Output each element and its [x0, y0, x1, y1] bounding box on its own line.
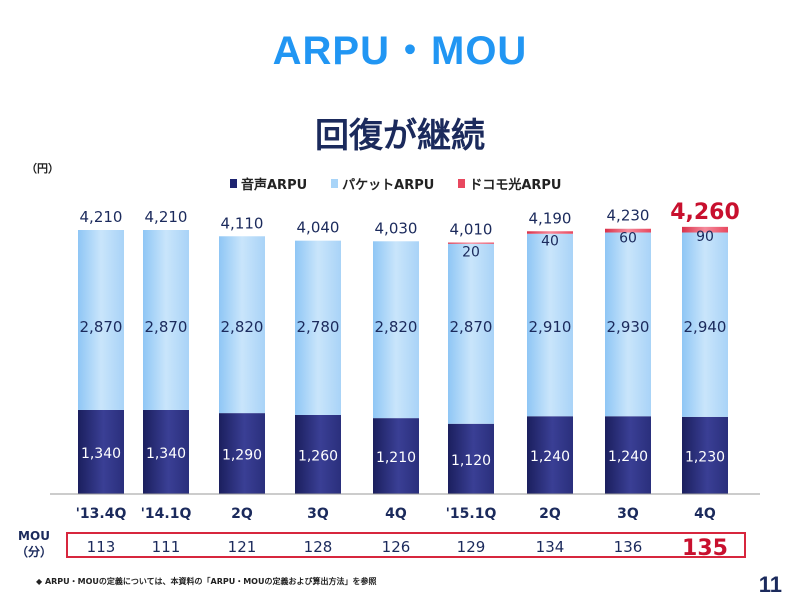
- legend-item-packet: パケットARPU: [331, 174, 434, 193]
- legend-label-hikari: ドコモ光ARPU: [469, 177, 562, 193]
- bar-voice-8: [682, 416, 728, 494]
- bar-packet-8: [682, 232, 728, 417]
- mou-value-6: 134: [536, 538, 565, 556]
- total-label-1: 4,210: [145, 208, 188, 226]
- x-tick-label-3: 3Q: [307, 506, 329, 522]
- legend-item-hikari: ドコモ光ARPU: [458, 174, 561, 193]
- x-tick-label-6: 2Q: [539, 506, 561, 522]
- total-label-3: 4,040: [297, 219, 340, 237]
- bar-voice-0: [78, 409, 124, 494]
- bar-packet-4: [373, 241, 419, 419]
- label-voice-5: 1,120: [451, 453, 491, 469]
- footnote: ◆ ARPU・MOUの定義については、本資料の「ARPU・MOUの定義および算出…: [36, 577, 377, 586]
- label-packet-1: 2,870: [145, 318, 188, 336]
- mou-value-4: 126: [382, 538, 411, 556]
- x-tick-label-8: 4Q: [694, 506, 716, 522]
- legend-swatch-voice: [230, 178, 237, 188]
- label-voice-1: 1,340: [146, 446, 186, 462]
- bars-group: 1,340 2,870 4,210 1,340 2,870 4,210 1,290 2,820…: [78, 200, 740, 494]
- chart-legend: 音声ARPU パケットARPU ドコモ光ARPU: [230, 174, 585, 193]
- legend-swatch-packet: [331, 178, 339, 188]
- mou-value-0: 113: [87, 538, 116, 556]
- total-label-0: 4,210: [80, 208, 123, 226]
- label-voice-3: 1,260: [298, 448, 338, 464]
- total-label-6: 4,190: [529, 209, 572, 227]
- mou-row-box: [66, 532, 746, 558]
- x-tick-label-5: '15.1Q: [446, 506, 497, 522]
- bar-packet-0: [78, 230, 124, 410]
- bar-packet-6: [527, 233, 573, 417]
- bar-voice-3: [295, 414, 341, 494]
- total-label-2: 4,110: [221, 214, 264, 232]
- total-label-7: 4,230: [607, 207, 650, 225]
- bar-hikari-5: [448, 242, 494, 244]
- label-voice-0: 1,340: [81, 446, 121, 462]
- legend-label-packet: パケットARPU: [342, 177, 435, 193]
- label-hikari-5: 20: [462, 245, 480, 261]
- bar-voice-1: [143, 409, 189, 494]
- page-title: ARPU・MOU: [272, 29, 528, 73]
- label-voice-2: 1,290: [222, 448, 262, 464]
- bar-packet-1: [143, 230, 189, 410]
- bar-packet-3: [295, 240, 341, 415]
- bar-hikari-6: [527, 231, 573, 234]
- x-tick-labels: '13.4Q '14.1Q 2Q 3Q 4Q '15.1Q 2Q 3Q 4Q: [76, 506, 716, 522]
- total-label-4: 4,030: [375, 219, 418, 237]
- mou-value-2: 121: [228, 538, 257, 556]
- bar-hikari-7: [605, 228, 651, 233]
- mou-value-3: 128: [304, 538, 333, 556]
- mou-value-7: 136: [614, 538, 643, 556]
- x-tick-label-2: 2Q: [231, 506, 253, 522]
- bar-packet-2: [219, 236, 265, 414]
- legend-swatch-hikari: [458, 178, 466, 188]
- label-voice-4: 1,210: [376, 450, 416, 466]
- bar-packet-5: [448, 243, 494, 424]
- label-packet-7: 2,930: [607, 318, 650, 336]
- page-subtitle: 回復が継続: [315, 116, 485, 156]
- label-packet-0: 2,870: [80, 318, 123, 336]
- bar-voice-6: [527, 416, 573, 494]
- total-label-8: 4,260: [670, 200, 740, 225]
- label-packet-2: 2,820: [221, 318, 264, 336]
- page-number: 11: [758, 572, 782, 597]
- mou-value-1: 111: [152, 538, 181, 556]
- bar-packet-7: [605, 232, 651, 417]
- bar-voice-2: [219, 413, 265, 494]
- total-label-5: 4,010: [450, 221, 493, 239]
- label-voice-6: 1,240: [530, 449, 570, 465]
- label-voice-8: 1,230: [685, 449, 725, 465]
- mou-label: MOU （分）: [14, 528, 54, 560]
- x-tick-label-0: '13.4Q: [76, 506, 127, 522]
- label-hikari-7: 60: [619, 231, 637, 247]
- label-packet-5: 2,870: [450, 318, 493, 336]
- label-packet-4: 2,820: [375, 318, 418, 336]
- mou-label-unit: （分）: [15, 545, 52, 559]
- x-tick-label-7: 3Q: [617, 506, 639, 522]
- label-packet-6: 2,910: [529, 318, 572, 336]
- mou-label-title: MOU: [18, 529, 50, 543]
- bar-voice-7: [605, 416, 651, 494]
- label-packet-8: 2,940: [684, 318, 727, 336]
- bar-voice-5: [448, 423, 494, 494]
- label-hikari-8: 90: [696, 229, 714, 245]
- x-tick-label-1: '14.1Q: [141, 506, 192, 522]
- legend-item-voice: 音声ARPU: [230, 174, 307, 193]
- y-unit-label: （円）: [26, 162, 59, 175]
- bar-voice-4: [373, 418, 419, 494]
- x-tick-label-4: 4Q: [385, 506, 407, 522]
- bar-hikari-8: [682, 226, 728, 233]
- legend-label-voice: 音声ARPU: [241, 177, 308, 193]
- label-voice-7: 1,240: [608, 449, 648, 465]
- mou-value-5: 129: [457, 538, 486, 556]
- label-hikari-6: 40: [541, 233, 559, 249]
- label-packet-3: 2,780: [297, 318, 340, 336]
